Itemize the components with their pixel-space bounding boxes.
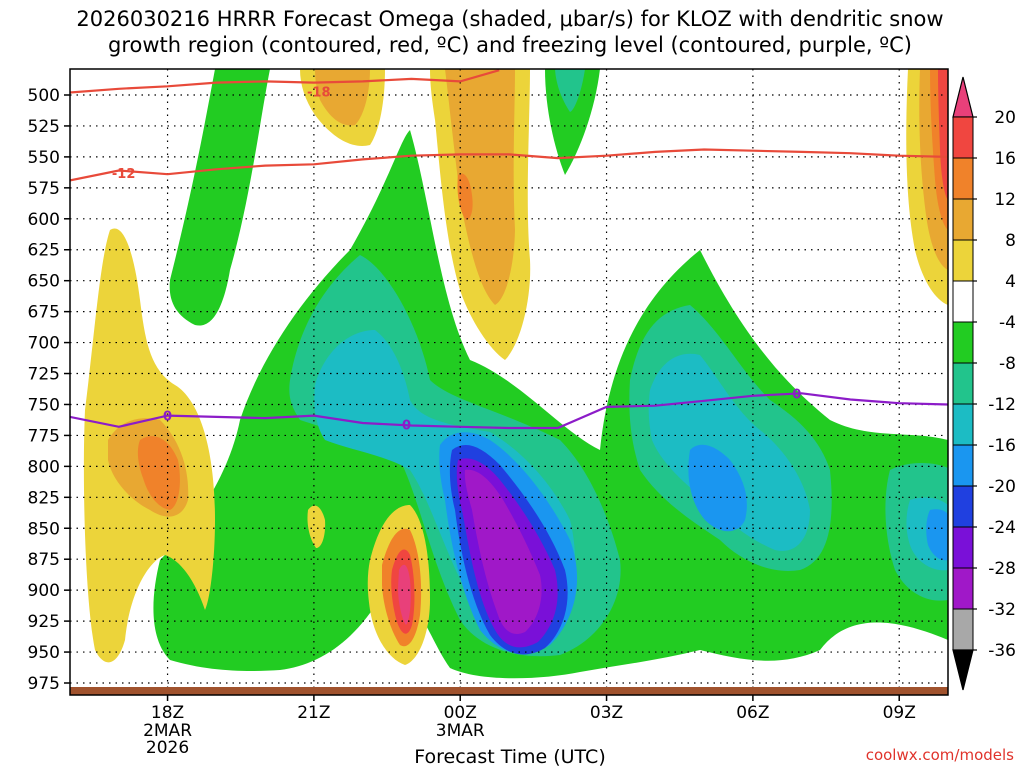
omega-fill-blue-far-right [926, 509, 948, 561]
contour-label: -18 [307, 85, 331, 100]
colorbar-tick-label: -24 [988, 518, 1016, 538]
contour-label: 0 [402, 418, 411, 433]
colorbar-swatch [952, 608, 974, 651]
contour-line [70, 148, 948, 182]
colorbar-swatch [952, 526, 974, 569]
colorbar-top-arrow [952, 76, 974, 118]
contour-label: 0 [792, 387, 801, 402]
plot-area: -18 -12 0 0 0 [70, 69, 948, 695]
ground-strip [70, 687, 948, 695]
omega-fill-blue-right [688, 444, 747, 532]
colorbar-swatch [952, 567, 974, 610]
colorbar-swatch [952, 485, 974, 528]
colorbar-tick-label: 12 [994, 190, 1016, 210]
omega-shading [83, 69, 948, 679]
omega-fill-orange2-left [137, 436, 180, 510]
y-tick-label: 600 [28, 210, 60, 230]
y-tick-label: 550 [28, 148, 60, 168]
omega-fill-yellow-small [307, 505, 326, 548]
y-tick-label: 900 [28, 581, 60, 601]
y-tick-label: 875 [28, 550, 60, 570]
colorbar-tick-label: -32 [988, 600, 1016, 620]
x-axis-label: Forecast Time (UTC) [414, 746, 605, 768]
omega-fill-orange-center [445, 69, 515, 305]
y-tick-label: 625 [28, 241, 60, 261]
colorbar-swatch [952, 403, 974, 446]
omega-fill-red-right [938, 69, 948, 200]
y-tick-label: 800 [28, 457, 60, 477]
colorbar-tick-label: -4 [999, 313, 1016, 333]
colorbar-swatch [952, 321, 974, 364]
contour-lines: -18 -12 0 0 0 [70, 69, 948, 433]
colorbar-tick-label: 20 [994, 108, 1016, 128]
colorbar-swatch [952, 362, 974, 405]
y-axis: 500 525 550 575 600 625 650 675 700 725 750 775 800 8… [28, 86, 70, 694]
x-tick-label: 03Z [590, 703, 623, 723]
y-tick-label: 700 [28, 334, 60, 354]
omega-fill-pink-bottom [398, 564, 411, 625]
y-tick-label: 775 [28, 426, 60, 446]
colorbar-tick-label: -28 [988, 559, 1016, 579]
colorbar-tick-label: 4 [1005, 272, 1016, 292]
x-tick-sublabel: 2026 [146, 738, 189, 758]
colorbar-swatch [952, 116, 974, 159]
x-tick-label: 00Z [444, 703, 477, 723]
x-tick-label: 18Z [151, 703, 184, 723]
y-tick-label: 675 [28, 303, 60, 323]
x-tick-sublabel: 2MAR [143, 721, 192, 741]
colorbar-tick-label: 16 [994, 149, 1016, 169]
colorbar-bottom-arrow [952, 649, 974, 691]
colorbar-swatch [952, 198, 974, 241]
colorbar-swatch [952, 239, 974, 282]
colorbar-tick-label: -8 [999, 354, 1016, 374]
omega-fill-teal-top [555, 69, 585, 112]
colorbar-tick-label: -20 [988, 477, 1016, 497]
y-tick-label: 650 [28, 272, 60, 292]
y-tick-label: 975 [28, 674, 60, 694]
y-tick-label: 950 [28, 643, 60, 663]
contour-label: -12 [112, 167, 136, 182]
x-tick-label: 09Z [883, 703, 916, 723]
credit-text: coolwx.com/models [866, 746, 1014, 764]
plot-border [69, 68, 949, 696]
omega-fill-violet [464, 469, 542, 635]
y-tick-label: 525 [28, 117, 60, 137]
contour-line [70, 69, 500, 94]
x-tick-sublabel: 3MAR [436, 721, 485, 741]
colorbar-tick-label: 8 [1005, 231, 1016, 251]
y-tick-label: 925 [28, 612, 60, 632]
grid-lines [70, 69, 948, 695]
colorbar-swatch [952, 280, 974, 323]
x-tick-label: 06Z [736, 703, 769, 723]
colorbar-tick-label: -36 [988, 641, 1016, 661]
omega-fill-green-upper-left [169, 69, 270, 326]
y-tick-label: 850 [28, 519, 60, 539]
colorbar-tick-label: -12 [988, 395, 1016, 415]
contour-label: 0 [163, 410, 172, 425]
chart-title-line1: 2026030216 HRRR Forecast Omega (shaded, … [76, 7, 943, 31]
colorbar-swatch [952, 444, 974, 487]
chart-title-line2: growth region (contoured, red, ºC) and f… [108, 33, 912, 57]
x-tick-label: 21Z [297, 703, 330, 723]
contour-line [70, 392, 948, 430]
y-tick-label: 725 [28, 365, 60, 385]
y-tick-label: 825 [28, 488, 60, 508]
colorbar: 20 16 12 8 4 -4 -8 -12 -16 -20 -24 -28 -32 -36 [952, 76, 1016, 691]
colorbar-swatch [952, 157, 974, 200]
y-tick-label: 575 [28, 179, 60, 199]
colorbar-tick-label: -16 [988, 436, 1016, 456]
y-tick-label: 500 [28, 86, 60, 106]
omega-fill-orange2-center [457, 173, 473, 220]
y-tick-label: 750 [28, 395, 60, 415]
